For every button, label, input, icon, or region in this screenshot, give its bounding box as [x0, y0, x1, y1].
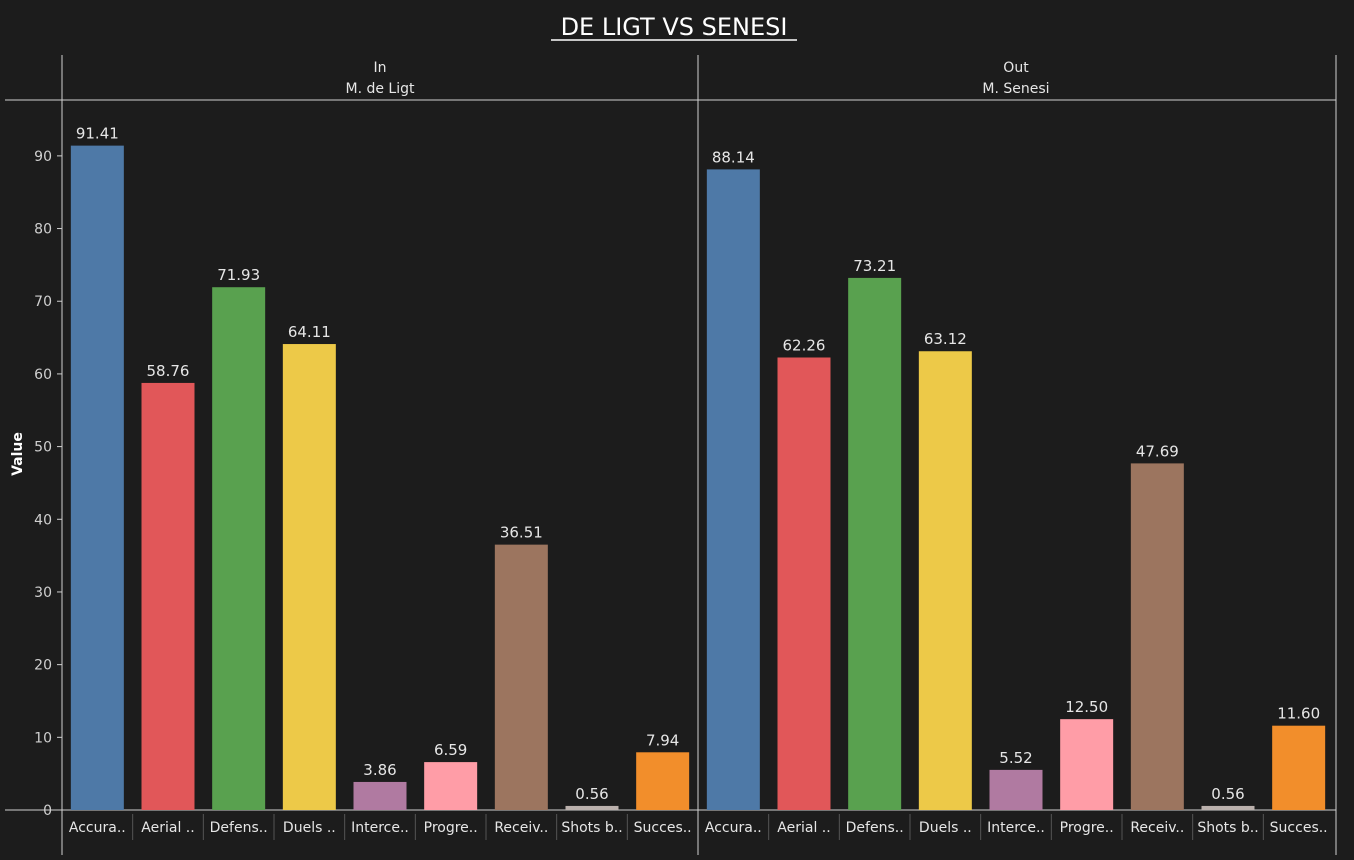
- bar[interactable]: [353, 781, 407, 810]
- data-label: 5.52: [999, 749, 1032, 767]
- chart-title: DE LIGT VS SENESI: [561, 13, 788, 41]
- data-label: 0.56: [1211, 785, 1244, 803]
- x-tick-label: Accura..: [69, 820, 126, 836]
- bar[interactable]: [777, 357, 831, 810]
- data-label: 64.11: [288, 323, 331, 341]
- bar[interactable]: [70, 145, 124, 810]
- x-tick-label: Shots b..: [1197, 820, 1258, 836]
- x-tick-label: Aerial ..: [777, 820, 830, 836]
- bar[interactable]: [706, 169, 760, 811]
- data-label: 73.21: [853, 257, 896, 275]
- x-tick-label: Progre..: [1060, 820, 1114, 836]
- y-tick-label: 70: [34, 294, 52, 310]
- data-label: 36.51: [500, 524, 543, 542]
- x-tick-label: Defens..: [846, 820, 904, 836]
- x-tick-label: Receiv..: [1130, 820, 1184, 836]
- x-tick-label: Aerial ..: [141, 820, 194, 836]
- pane-subheader: M. Senesi: [982, 81, 1049, 97]
- y-tick-label: 20: [34, 658, 52, 674]
- x-tick-label: Duels ..: [283, 820, 336, 836]
- bar[interactable]: [848, 277, 902, 810]
- data-label: 11.60: [1277, 705, 1320, 723]
- pane-header: Out: [1003, 60, 1029, 76]
- x-tick-label: Interce..: [351, 820, 409, 836]
- x-tick-label: Progre..: [424, 820, 478, 836]
- pane-header: In: [373, 60, 386, 76]
- y-tick-label: 50: [34, 440, 52, 456]
- y-tick-label: 40: [34, 512, 52, 528]
- bar[interactable]: [282, 344, 336, 810]
- x-tick-label: Shots b..: [561, 820, 622, 836]
- y-tick-label: 60: [34, 367, 52, 383]
- pane-0: In M. de Ligt 91.41 Accura.. 58.76 Aerial .. 7…: [69, 60, 692, 840]
- bar[interactable]: [424, 762, 478, 810]
- data-label: 3.86: [363, 761, 396, 779]
- bar[interactable]: [494, 544, 548, 810]
- data-label: 58.76: [147, 362, 190, 380]
- data-label: 12.50: [1065, 698, 1108, 716]
- data-label: 63.12: [924, 330, 967, 348]
- x-tick-label: Defens..: [210, 820, 268, 836]
- x-tick-label: Succes..: [634, 820, 692, 836]
- x-tick-label: Interce..: [987, 820, 1045, 836]
- bar[interactable]: [918, 351, 972, 810]
- x-tick-label: Duels ..: [919, 820, 972, 836]
- bar[interactable]: [1201, 805, 1255, 810]
- pane-1: Out M. Senesi 88.14 Accura.. 62.26 Aerial .. 7…: [705, 60, 1328, 840]
- x-tick-label: Succes..: [1270, 820, 1328, 836]
- data-label: 0.56: [575, 785, 608, 803]
- y-tick-label: 80: [34, 222, 52, 238]
- bar[interactable]: [565, 805, 619, 810]
- bar[interactable]: [1130, 463, 1184, 810]
- x-tick-label: Accura..: [705, 820, 762, 836]
- chart-panes: In M. de Ligt 91.41 Accura.. 58.76 Aerial .. 7…: [69, 60, 1328, 840]
- data-label: 71.93: [217, 266, 260, 284]
- data-label: 88.14: [712, 148, 755, 166]
- y-tick-label: 90: [34, 149, 52, 165]
- bar[interactable]: [141, 382, 195, 810]
- x-tick-label: Receiv..: [494, 820, 548, 836]
- y-tick-label: 30: [34, 585, 52, 601]
- data-label: 62.26: [783, 336, 826, 354]
- bar[interactable]: [1060, 719, 1114, 810]
- data-label: 6.59: [434, 741, 467, 759]
- data-label: 7.94: [646, 731, 679, 749]
- data-label: 91.41: [76, 125, 119, 143]
- y-axis: 0 10 20 30 40 50 60 70 80 90: [34, 149, 62, 819]
- bar[interactable]: [1272, 725, 1326, 810]
- y-tick-label: 10: [34, 730, 52, 746]
- bar[interactable]: [212, 287, 266, 810]
- bar[interactable]: [989, 769, 1043, 810]
- bar[interactable]: [636, 752, 690, 810]
- data-label: 47.69: [1136, 442, 1179, 460]
- pane-subheader: M. de Ligt: [346, 81, 416, 97]
- y-axis-title: Value: [10, 432, 26, 476]
- y-tick-label: 0: [43, 803, 52, 819]
